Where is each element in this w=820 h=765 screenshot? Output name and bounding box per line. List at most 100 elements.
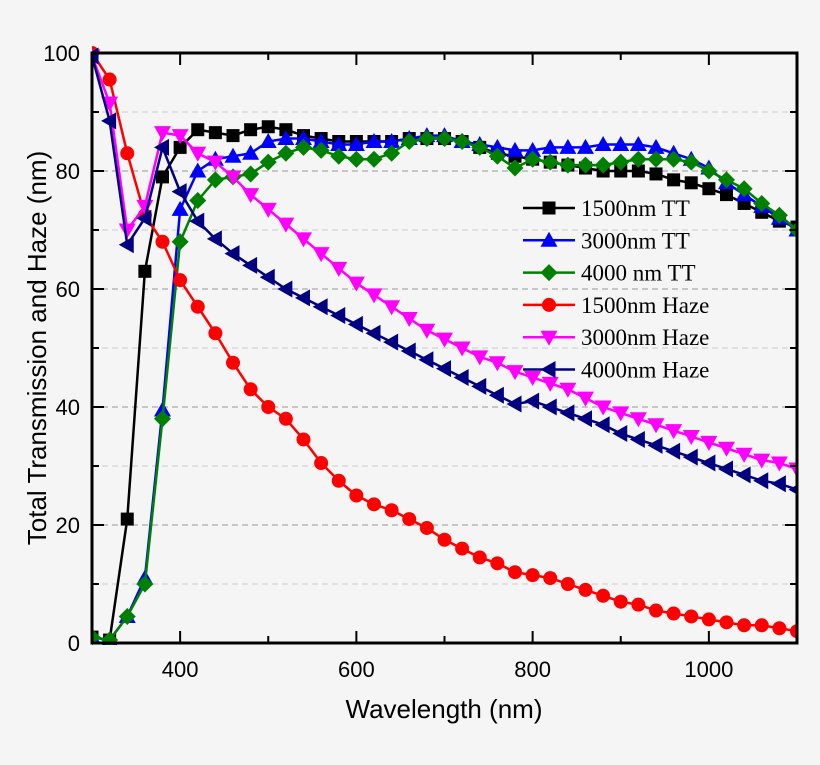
data-point bbox=[296, 432, 311, 447]
data-point bbox=[261, 120, 275, 134]
data-point bbox=[665, 424, 683, 440]
data-point bbox=[770, 456, 788, 472]
x-tick-label: 400 bbox=[162, 657, 199, 682]
data-point bbox=[631, 597, 646, 612]
data-point bbox=[295, 138, 312, 156]
data-point bbox=[189, 192, 207, 209]
legend-item: 3000nm TT bbox=[523, 228, 690, 253]
data-point bbox=[577, 391, 594, 407]
data-point bbox=[242, 165, 260, 183]
data-point bbox=[102, 72, 117, 87]
data-point bbox=[206, 155, 224, 171]
data-point bbox=[244, 123, 258, 137]
grid bbox=[92, 111, 797, 585]
data-point bbox=[629, 135, 647, 151]
data-point bbox=[754, 618, 769, 633]
data-point bbox=[383, 133, 401, 148]
data-point bbox=[242, 256, 258, 274]
data-point bbox=[173, 140, 187, 154]
data-point bbox=[242, 188, 260, 204]
data-point bbox=[577, 156, 594, 174]
data-point bbox=[206, 171, 224, 189]
data-point bbox=[136, 575, 154, 593]
data-point bbox=[665, 150, 683, 168]
data-point bbox=[525, 568, 540, 583]
data-point bbox=[277, 130, 295, 146]
legend-label: 1500nm TT bbox=[581, 196, 690, 221]
data-point bbox=[471, 350, 489, 366]
data-point bbox=[559, 138, 577, 154]
series-4000-nm-tt bbox=[92, 130, 798, 645]
data-point bbox=[295, 289, 310, 307]
data-point bbox=[312, 133, 330, 148]
data-point bbox=[365, 150, 383, 168]
y-tick-label: 20 bbox=[56, 513, 80, 538]
series-1500nm-haze bbox=[92, 46, 798, 639]
data-point bbox=[488, 138, 506, 154]
data-point bbox=[154, 138, 169, 156]
data-point bbox=[700, 454, 716, 472]
data-point bbox=[455, 541, 470, 556]
data-point bbox=[136, 209, 152, 227]
data-point bbox=[191, 123, 205, 137]
data-point bbox=[242, 144, 260, 160]
data-point bbox=[612, 153, 630, 171]
legend-marker bbox=[540, 361, 556, 378]
data-point bbox=[171, 129, 189, 145]
data-point bbox=[719, 615, 734, 630]
data-point bbox=[277, 144, 295, 162]
data-point bbox=[208, 126, 222, 140]
data-point bbox=[471, 138, 489, 156]
y-tick-label: 40 bbox=[56, 395, 80, 420]
data-point bbox=[365, 324, 381, 342]
y-tick-label: 0 bbox=[68, 631, 80, 656]
data-point bbox=[120, 512, 134, 526]
data-point bbox=[259, 133, 277, 148]
data-point bbox=[190, 299, 205, 314]
data-point bbox=[524, 150, 542, 168]
data-point bbox=[295, 232, 312, 248]
data-point bbox=[772, 621, 787, 636]
data-point bbox=[667, 173, 681, 187]
x-axis-title: Wavelength (nm) bbox=[346, 694, 543, 724]
data-point bbox=[347, 315, 363, 333]
data-point bbox=[208, 326, 223, 341]
data-point bbox=[612, 135, 630, 151]
data-point bbox=[330, 307, 346, 325]
data-point bbox=[312, 247, 330, 263]
data-point bbox=[347, 276, 365, 292]
legend-item: 3000nm Haze bbox=[523, 325, 709, 350]
data-point bbox=[682, 430, 700, 445]
data-point bbox=[436, 332, 453, 348]
data-point bbox=[577, 410, 592, 428]
data-point bbox=[578, 582, 593, 597]
x-tick-label: 1000 bbox=[684, 657, 733, 682]
data-point bbox=[770, 475, 786, 493]
data-point bbox=[541, 398, 557, 416]
legend-label: 3000nm TT bbox=[581, 228, 690, 253]
data-point bbox=[314, 456, 329, 471]
legend: 1500nm TT 3000nm TT 4000 nm TT 1500nm Haze 3… bbox=[523, 196, 709, 383]
data-point bbox=[312, 141, 330, 159]
data-point bbox=[118, 236, 134, 254]
data-point bbox=[400, 342, 416, 360]
data-point bbox=[488, 356, 506, 372]
data-point bbox=[224, 147, 242, 163]
data-point bbox=[259, 153, 277, 171]
legend-label: 4000nm Haze bbox=[581, 358, 709, 383]
data-point bbox=[541, 376, 559, 392]
data-point bbox=[700, 162, 718, 180]
data-point bbox=[436, 130, 453, 148]
data-point bbox=[753, 472, 769, 490]
data-point bbox=[226, 355, 240, 370]
legend-item: 4000nm Haze bbox=[523, 358, 709, 383]
data-point bbox=[684, 176, 698, 190]
data-point bbox=[189, 146, 207, 162]
y-tick-label: 60 bbox=[56, 277, 80, 302]
series-4000nm-haze bbox=[92, 47, 798, 495]
data-point bbox=[384, 503, 399, 518]
data-point bbox=[506, 159, 524, 177]
data-point bbox=[506, 141, 524, 157]
data-point bbox=[189, 212, 205, 230]
